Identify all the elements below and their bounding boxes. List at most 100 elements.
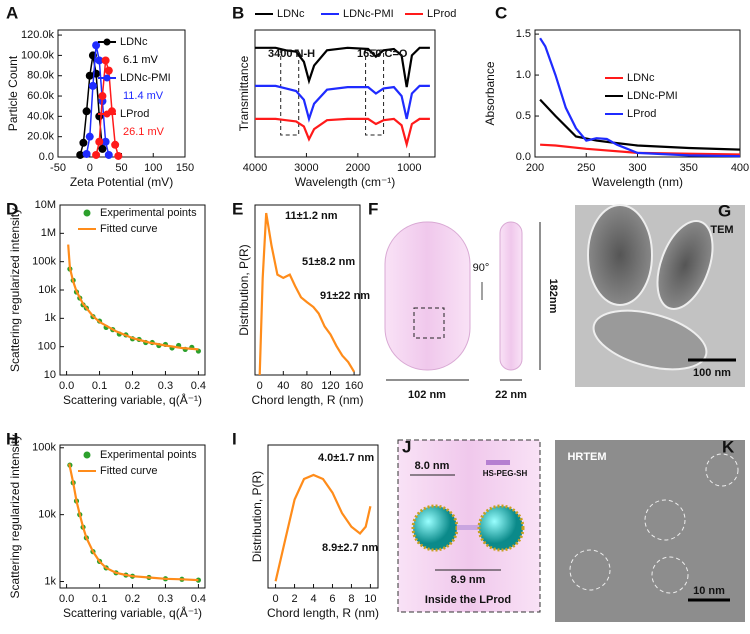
particle-ring [569, 549, 611, 591]
angle-label: 90° [473, 262, 490, 274]
highlight-box [365, 49, 385, 136]
y-tick-label: 80.0k [27, 70, 54, 82]
x-tick-label: 0 [257, 380, 263, 392]
y-axis-label: Scattering regularized intensity [8, 434, 22, 598]
y-tick-label: 10 [44, 369, 56, 381]
capsule [384, 221, 471, 371]
x-tick-label: 160 [345, 380, 363, 392]
data-point [88, 81, 97, 90]
legend-label: Experimental points [100, 207, 197, 219]
x-axis-label: Wavelength (cm⁻¹) [295, 175, 396, 189]
legend-label: LProd [120, 108, 149, 120]
x-tick-label: 0.2 [125, 593, 140, 605]
series-line [258, 212, 356, 376]
data-point [98, 144, 107, 153]
legend-label: LDNc [627, 72, 655, 84]
x-tick-label: 0 [87, 162, 93, 174]
x-tick-label: 40 [277, 380, 289, 392]
image-label: HRTEM [567, 451, 606, 463]
y-tick-label: 0.0 [516, 151, 531, 163]
panel-label: E [232, 199, 243, 218]
y-axis-label: Distribution, P(R) [237, 244, 251, 335]
peg-label: HS-PEG-SH [483, 469, 528, 478]
annotation: 4.0±1.7 nm [318, 452, 374, 464]
particle-ring [651, 556, 689, 594]
y-axis-label: Distribution, P(R) [250, 471, 264, 562]
legend-swatch [103, 38, 111, 46]
data-point [104, 150, 113, 159]
capsule-side [499, 221, 523, 371]
data-point [98, 92, 107, 101]
x-axis-label: Chord length, R (nm) [267, 606, 379, 620]
height-label: 182nm [547, 279, 559, 314]
series-line [255, 117, 430, 149]
data-point [95, 137, 104, 146]
series-line [539, 98, 741, 151]
annotation: 26.1 mV [123, 126, 165, 138]
chart: C 200 250 300 350 400 0.0 0.5 1.0 1.5 Wavelength (… [483, 3, 749, 189]
data-point [79, 138, 88, 147]
y-tick-label: 120.0k [21, 29, 55, 41]
legend-swatch [83, 451, 91, 459]
legend-label: LDNc-PMI [627, 90, 678, 102]
y-tick-label: 60.0k [27, 90, 54, 102]
series-line [79, 55, 104, 156]
y-axis-label: Transmittance [237, 55, 251, 131]
legend-swatch [83, 209, 91, 217]
particle-ring [644, 499, 686, 541]
x-tick-label: 0.3 [158, 593, 173, 605]
annotation: 11±1.2 nm [285, 210, 338, 222]
x-axis-label: Chord length, R (nm) [251, 393, 363, 407]
legend-label: LProd [427, 8, 456, 20]
series-line [68, 463, 199, 582]
particle [656, 220, 714, 310]
inset-caption: Inside the LProd [425, 594, 511, 606]
data-point [95, 56, 104, 65]
data-point [85, 71, 94, 80]
annotation: 91±22 nm [320, 290, 370, 302]
data-point [101, 56, 110, 65]
data-point [101, 137, 110, 146]
annotation: 8.9±2.7 nm [322, 542, 378, 554]
y-tick-label: 100k [32, 442, 56, 454]
annotation: 6.1 mV [123, 54, 159, 66]
data-point [85, 132, 94, 141]
series-line [255, 84, 430, 123]
data-point [195, 577, 202, 583]
x-tick-label: 2000 [346, 162, 370, 174]
x-tick-label: 1000 [397, 162, 421, 174]
y-tick-label: 1.5 [516, 28, 531, 40]
legend-label: LDNc-PMI [120, 72, 171, 84]
size-label: 8.0 nm [415, 460, 450, 472]
y-tick-label: 100k [32, 256, 56, 268]
panel-label: F [368, 199, 378, 218]
data-point [92, 41, 101, 50]
particle-ring [705, 453, 739, 487]
annotation: 51±8.2 nm [302, 256, 355, 268]
legend-label: Fitted curve [100, 465, 157, 477]
x-axis-label: Scattering variable, q(Å⁻¹) [63, 605, 202, 620]
distance-label: 8.9 nm [451, 574, 486, 586]
scale-label: 10 nm [693, 585, 725, 597]
x-tick-label: 0.4 [191, 380, 206, 392]
panel-label: I [232, 429, 237, 448]
nanoparticle [411, 504, 459, 552]
x-tick-label: 200 [526, 162, 544, 174]
data-point [111, 140, 120, 149]
y-tick-label: 10k [38, 509, 56, 521]
x-tick-label: 120 [321, 380, 339, 392]
x-tick-label: 4 [310, 593, 316, 605]
x-tick-label: 8 [348, 593, 354, 605]
panel-label: J [402, 437, 411, 456]
y-tick-label: 40.0k [27, 110, 54, 122]
y-axis-label: Scattering regularized intensity [8, 208, 22, 372]
hrtem-image [555, 440, 745, 622]
panel-label: H [6, 429, 18, 448]
legend-label: LDNc [277, 8, 305, 20]
y-tick-label: 10M [35, 199, 56, 211]
data-point [82, 149, 91, 158]
